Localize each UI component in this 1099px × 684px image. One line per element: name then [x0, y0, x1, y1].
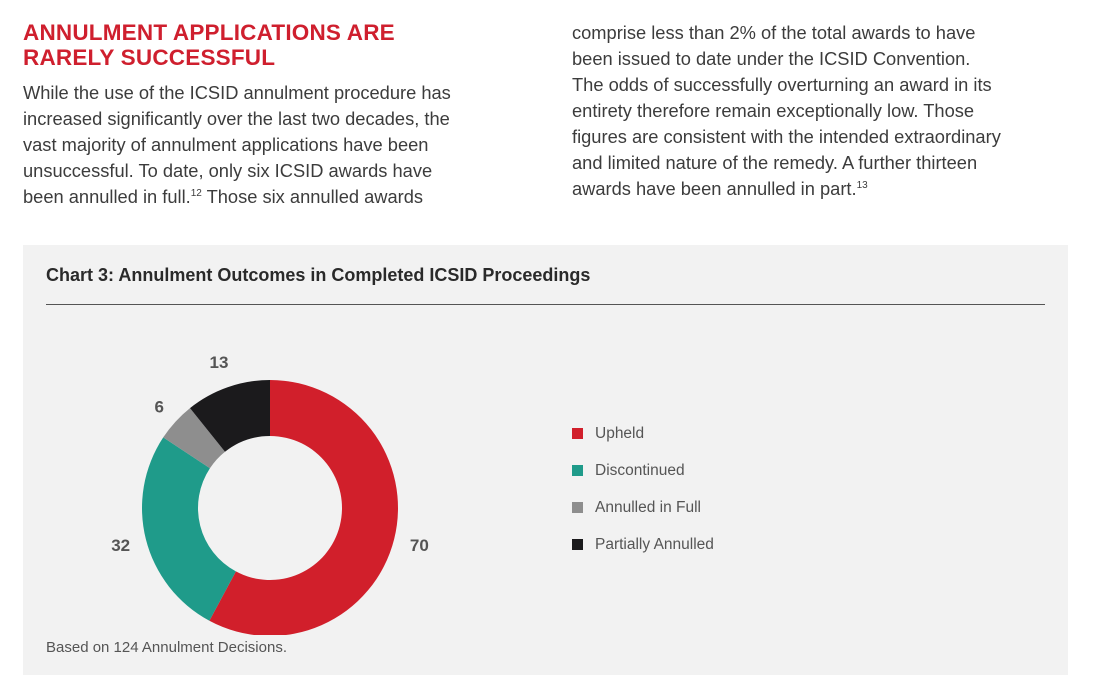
footnote-ref-13[interactable]: 13: [856, 179, 868, 191]
paragraph-line: been annulled in full.12 Those six annul…: [23, 184, 523, 210]
donut-slice-discontinued: [142, 437, 236, 621]
chart-panel: Chart 3: Annulment Outcomes in Completed…: [23, 245, 1068, 675]
paragraph-line: unsuccessful. To date, only six ICSID aw…: [23, 160, 433, 181]
data-label-discontinued: 32: [111, 536, 130, 555]
legend-item-annulled-in-full: Annulled in Full: [572, 489, 714, 526]
legend-label: Partially Annulled: [595, 535, 714, 553]
donut-slice-annulled-in-full: [163, 408, 226, 469]
donut-slice-upheld: [209, 380, 398, 635]
paragraph-line: and limited nature of the remedy. A furt…: [572, 152, 978, 173]
paragraph-line: figures are consistent with the intended…: [572, 126, 1001, 147]
legend-label: Upheld: [595, 424, 645, 442]
paragraph-text: been annulled in full.: [23, 186, 191, 207]
legend-item-upheld: Upheld: [572, 415, 714, 452]
section-heading: ANNULMENT APPLICATIONS ARE RARELY SUCCES…: [23, 20, 523, 70]
legend-swatch: [572, 428, 583, 439]
legend-item-discontinued: Discontinued: [572, 452, 714, 489]
paragraph-line: increased significantly over the last tw…: [23, 108, 450, 129]
paragraph-line: While the use of the ICSID annulment pro…: [23, 82, 451, 103]
paragraph-line: been issued to date under the ICSID Conv…: [572, 48, 971, 69]
heading-line-2: RARELY SUCCESSFUL: [23, 45, 276, 70]
heading-line-1: ANNULMENT APPLICATIONS ARE: [23, 20, 395, 45]
data-label-upheld: 70: [410, 536, 429, 555]
chart-footnote: Based on 124 Annulment Decisions.: [46, 639, 287, 656]
paragraph-line: comprise less than 2% of the total award…: [572, 22, 976, 43]
paragraph-line: vast majority of annulment applications …: [23, 134, 429, 155]
chart-divider: [46, 304, 1045, 305]
chart-title: Chart 3: Annulment Outcomes in Completed…: [46, 265, 591, 285]
donut-chart: 70 32 6 13: [111, 353, 429, 635]
footnote-ref-12[interactable]: 12: [190, 187, 202, 199]
legend-swatch: [572, 502, 583, 513]
left-column: ANNULMENT APPLICATIONS ARE RARELY SUCCES…: [23, 20, 523, 210]
paragraph-text: awards have been annulled in part.: [572, 178, 857, 199]
right-paragraph: comprise less than 2% of the total award…: [572, 20, 1072, 202]
chart-legend: Upheld Discontinued Annulled in Full Partia…: [572, 415, 714, 563]
paragraph-line: awards have been annulled in part.13: [572, 176, 1072, 202]
legend-label: Discontinued: [595, 461, 685, 479]
donut-slice-partially-annulled: [190, 380, 270, 452]
left-paragraph: While the use of the ICSID annulment pro…: [23, 80, 523, 210]
paragraph-line: The odds of successfully overturning an …: [572, 74, 992, 95]
right-column: comprise less than 2% of the total award…: [572, 20, 1072, 202]
legend-label: Annulled in Full: [595, 498, 701, 516]
legend-item-partially-annulled: Partially Annulled: [572, 526, 714, 563]
legend-swatch: [572, 465, 583, 476]
paragraph-line: entirety therefore remain exceptionally …: [572, 100, 975, 121]
data-label-partially-annulled: 13: [210, 353, 229, 372]
legend-swatch: [572, 539, 583, 550]
paragraph-text: Those six annulled awards: [201, 186, 424, 207]
data-label-annulled-in-full: 6: [154, 397, 163, 416]
